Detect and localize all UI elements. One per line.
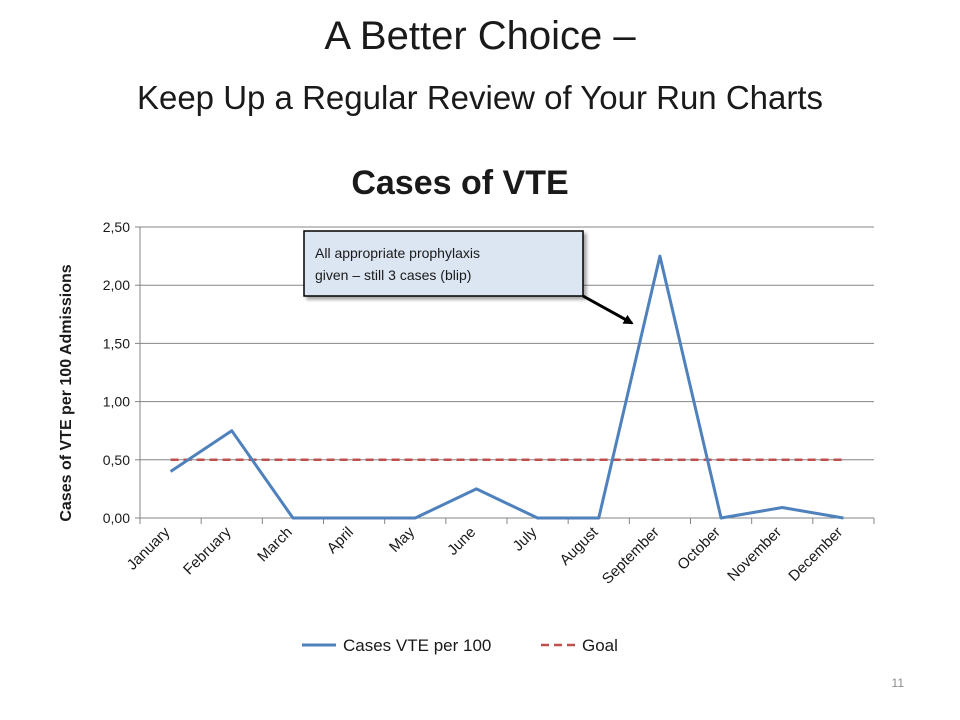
y-tick-label: 0,00 [103, 510, 130, 526]
legend-label: Goal [582, 636, 618, 655]
x-tick-label: January [124, 523, 174, 573]
x-tick-label: December [785, 524, 846, 585]
callout-text: given – still 3 cases (blip) [315, 267, 471, 283]
callout-arrow [582, 294, 634, 325]
x-tick-label: November [724, 524, 785, 585]
cases-series-line [169, 254, 844, 520]
x-tick-label: June [444, 524, 479, 559]
y-axis-label: Cases of VTE per 100 Admissions [58, 264, 75, 521]
slide-title: A Better Choice – [324, 14, 636, 58]
y-tick-label: 0,50 [103, 452, 130, 468]
x-tick-label: July [510, 523, 541, 554]
x-tick-label: September [599, 524, 663, 588]
x-tick-label: March [254, 524, 295, 565]
x-tick-label: May [386, 523, 418, 555]
y-tick-label: 1,00 [103, 394, 130, 410]
legend-label: Cases VTE per 100 [343, 636, 491, 655]
y-tick-label: 1,50 [103, 335, 130, 351]
slide-subtitle: Keep Up a Regular Review of Your Run Cha… [136, 79, 824, 116]
callout-text: All appropriate prophylaxis [315, 245, 480, 261]
x-tick-label: February [180, 523, 235, 578]
x-tick-label: October [674, 524, 724, 574]
chart-title: Cases of VTE [351, 164, 568, 202]
y-tick-label: 2,50 [103, 219, 130, 235]
x-tick-label: April [324, 524, 357, 557]
y-tick-label: 2,00 [103, 277, 130, 293]
x-tick-label: August [557, 523, 603, 569]
page-number: 11 [891, 676, 904, 690]
callout-box [303, 230, 584, 297]
